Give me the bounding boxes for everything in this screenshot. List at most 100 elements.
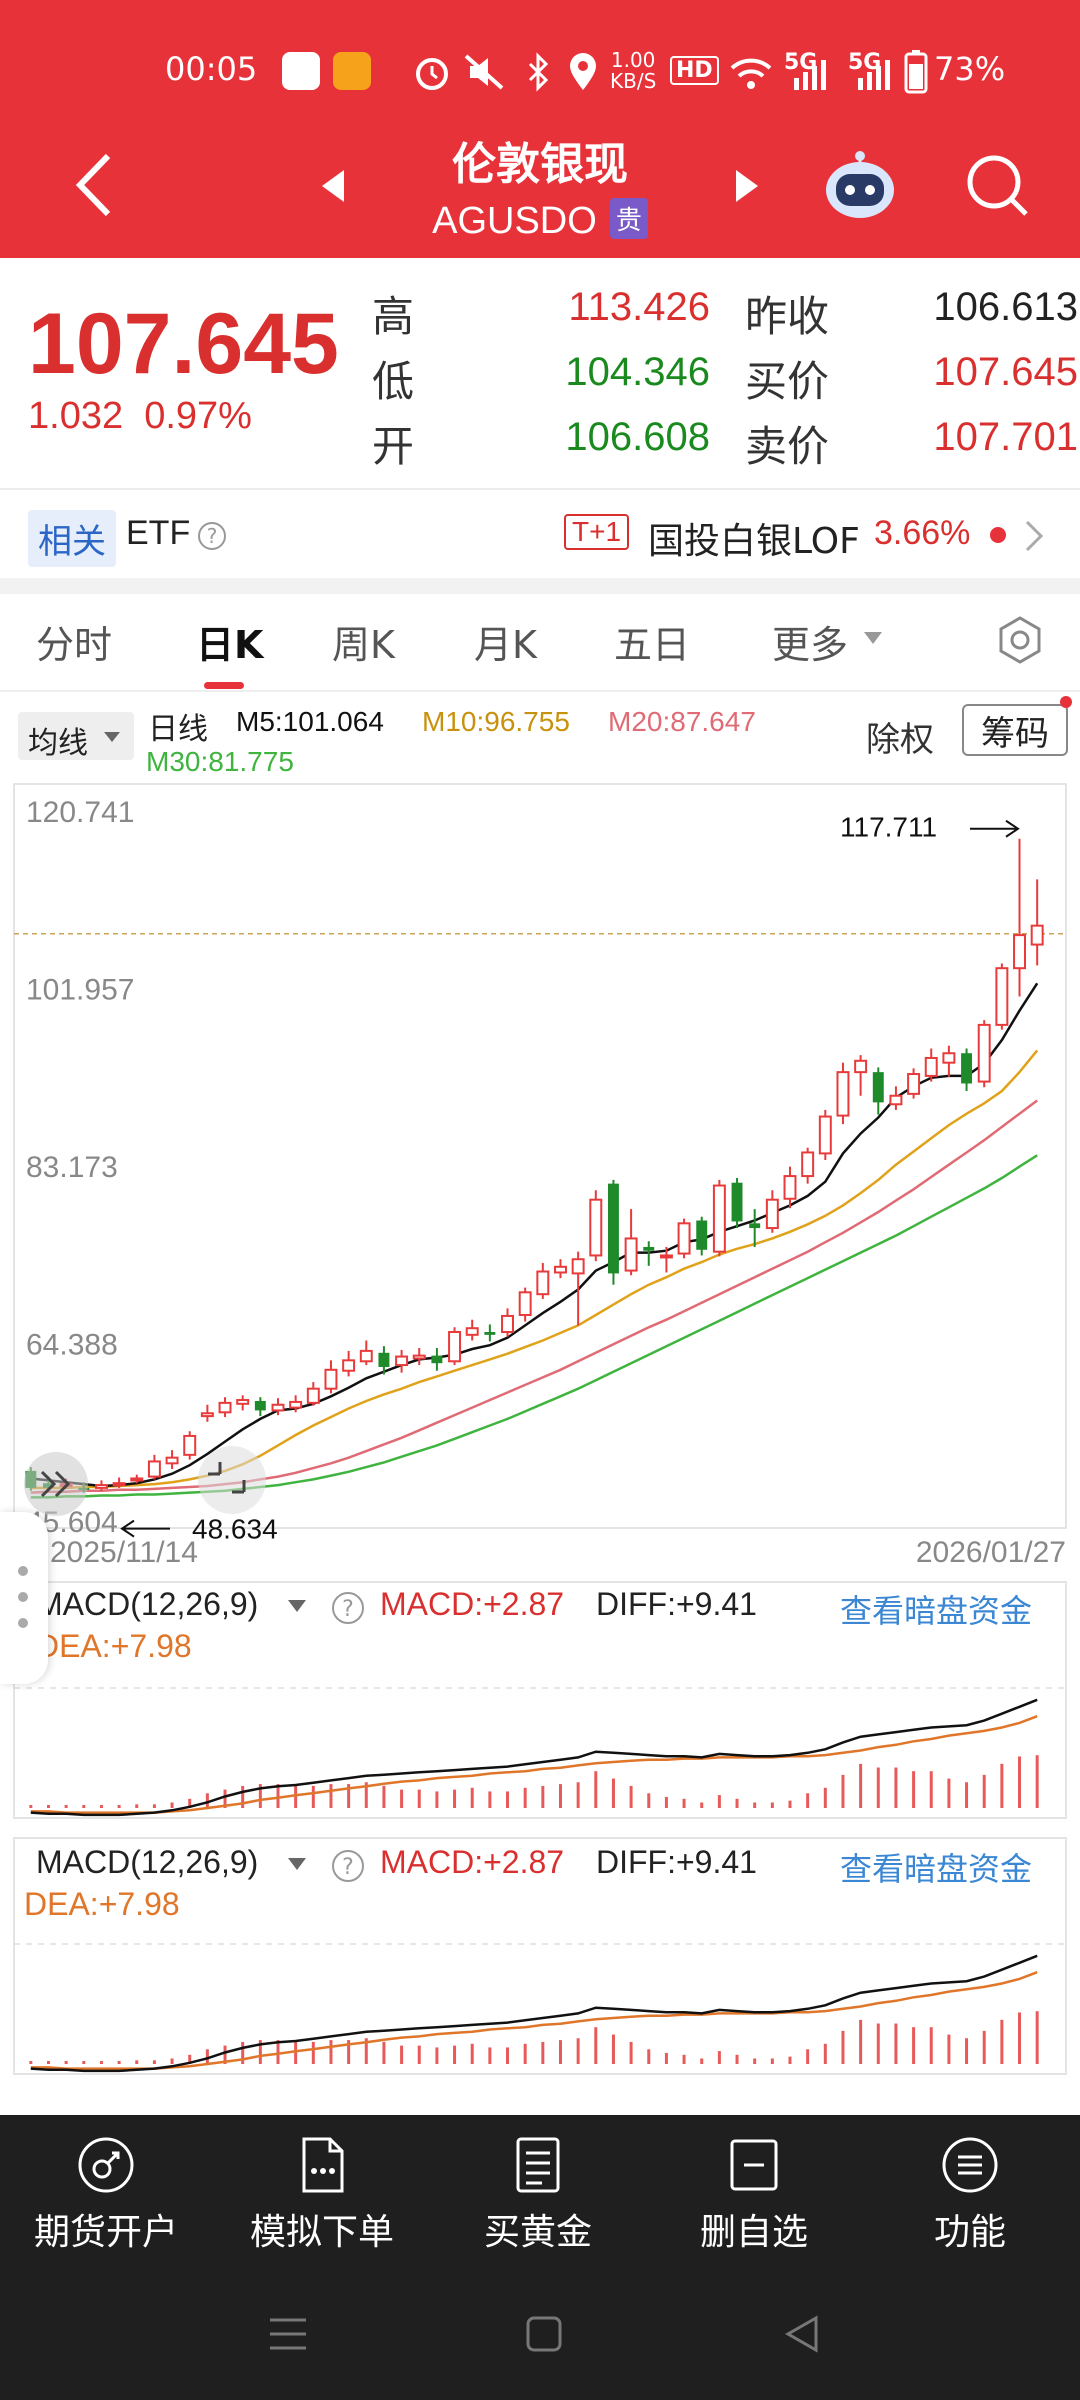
low-label: 低 [372, 357, 415, 406]
side-drawer-handle[interactable] [0, 1512, 48, 1684]
candle-body [271, 1403, 285, 1412]
prev-instrument-icon[interactable] [318, 166, 348, 206]
candle-body [872, 1072, 884, 1103]
chevron-right-icon[interactable] [1022, 518, 1046, 554]
signal-2-label: 5G [848, 50, 882, 75]
next-instrument-icon[interactable] [732, 166, 762, 206]
nav-simulated-order[interactable]: 模拟下单 [222, 2135, 422, 2255]
candle [412, 1348, 426, 1366]
fullscreen-icon [208, 1462, 246, 1494]
candle [818, 1109, 832, 1161]
bluetooth-icon [528, 52, 549, 92]
candle [659, 1246, 673, 1273]
macd2-dropdown-icon[interactable] [286, 1856, 308, 1872]
candle [536, 1263, 550, 1299]
tab-weekly-k[interactable]: 周K [332, 623, 395, 667]
bid-value: 107.645 [933, 350, 1078, 394]
candle [236, 1395, 250, 1411]
candle [165, 1450, 179, 1470]
candle-body [607, 1183, 619, 1274]
system-back-icon[interactable] [782, 2314, 822, 2354]
svg-text:?: ? [207, 524, 218, 548]
candle [907, 1068, 921, 1099]
candle [200, 1404, 214, 1422]
tab-five-day[interactable]: 五日 [614, 623, 691, 667]
help-icon[interactable]: ? [196, 520, 228, 552]
macd1-params[interactable]: MACD(12,26,9) [36, 1586, 259, 1622]
candle-body [395, 1355, 409, 1367]
candle-body [147, 1460, 161, 1478]
back-icon[interactable] [72, 150, 116, 220]
chips-button[interactable]: 筹码 [962, 704, 1068, 756]
candle-body [677, 1222, 691, 1255]
macd1-dropdown-icon[interactable] [286, 1598, 308, 1614]
tab-daily-k[interactable]: 日K [196, 623, 264, 667]
candle [589, 1190, 603, 1262]
nav-remove-watchlist[interactable]: 删自选 [654, 2135, 854, 2255]
macd1-dark-pool-link[interactable]: 查看暗盘资金 [840, 1593, 1033, 1629]
candle [218, 1397, 232, 1418]
settings-icon[interactable] [994, 614, 1046, 666]
candle-body [165, 1456, 179, 1465]
x-start-label: 2025/11/14 [50, 1536, 198, 1569]
candle [94, 1480, 108, 1491]
candle-body [589, 1198, 603, 1257]
related-fund-name[interactable]: 国投白银LOF [648, 521, 860, 562]
macd1-help-icon[interactable]: ? [330, 1590, 366, 1626]
ai-assistant-icon[interactable] [822, 148, 898, 224]
candle [465, 1319, 479, 1341]
candle-body [731, 1182, 743, 1222]
macd-chart-1[interactable] [0, 1580, 1080, 1820]
related-etf-label[interactable]: ETF [126, 514, 191, 552]
tab-more[interactable]: 更多 [772, 623, 849, 667]
nav-buy-gold[interactable]: 买黄金 [438, 2135, 638, 2255]
nav-functions-label: 功能 [933, 2212, 1006, 2253]
ask-label: 卖价 [745, 422, 830, 471]
net-speed: 1.00 KB/S [610, 48, 657, 93]
y-tick-label: 101.957 [26, 973, 134, 1006]
macd1-dea-value: DEA:+7.98 [36, 1628, 192, 1664]
related-tag: 相关 [28, 510, 116, 567]
search-icon[interactable] [964, 152, 1030, 218]
functions-icon [942, 2137, 998, 2193]
account-open-icon [78, 2137, 134, 2193]
ma-selector[interactable]: 均线 [18, 712, 134, 761]
section-gap [0, 578, 1080, 594]
candle [942, 1045, 956, 1077]
nav-buy-gold-label: 买黄金 [483, 2212, 592, 2253]
ex-rights-button[interactable]: 除权 [866, 720, 934, 760]
active-tab-indicator [204, 682, 244, 689]
nav-functions[interactable]: 功能 [870, 2135, 1070, 2255]
macd-chart-2[interactable] [0, 1836, 1080, 2076]
candle-body [554, 1265, 567, 1274]
more-dropdown-icon[interactable] [862, 630, 884, 646]
nav-account-open[interactable]: 期货开户 [6, 2135, 206, 2255]
candle [977, 1020, 991, 1088]
macd-frame [13, 1581, 1067, 1819]
prev-close-label: 昨收 [745, 292, 830, 341]
macd2-help-icon[interactable]: ? [330, 1848, 366, 1884]
candle [518, 1287, 532, 1322]
candle [607, 1179, 619, 1285]
tab-intraday[interactable]: 分时 [36, 623, 113, 667]
macd1-diff-value: DIFF:+9.41 [596, 1586, 757, 1622]
candle [924, 1048, 938, 1082]
system-home-icon[interactable] [524, 2314, 564, 2354]
candle-body [889, 1094, 903, 1106]
system-menu-icon[interactable] [266, 2314, 310, 2354]
macd2-params[interactable]: MACD(12,26,9) [36, 1844, 259, 1880]
macd2-dark-pool-link[interactable]: 查看暗盘资金 [840, 1851, 1033, 1887]
candle [130, 1474, 144, 1484]
candle [961, 1048, 973, 1092]
location-icon [570, 53, 596, 90]
candle [801, 1147, 815, 1184]
y-tick-label: 83.173 [26, 1151, 118, 1184]
tab-monthly-k[interactable]: 月K [474, 623, 537, 667]
candlestick-chart[interactable]: 120.741101.95783.17364.38845.604117.7114… [0, 780, 1080, 1580]
candle-body [712, 1184, 726, 1253]
candle [271, 1398, 285, 1416]
candle [554, 1259, 567, 1279]
candle-body [289, 1400, 303, 1409]
instrument-code: AGUSDO [432, 200, 597, 242]
candle-body [854, 1059, 868, 1074]
